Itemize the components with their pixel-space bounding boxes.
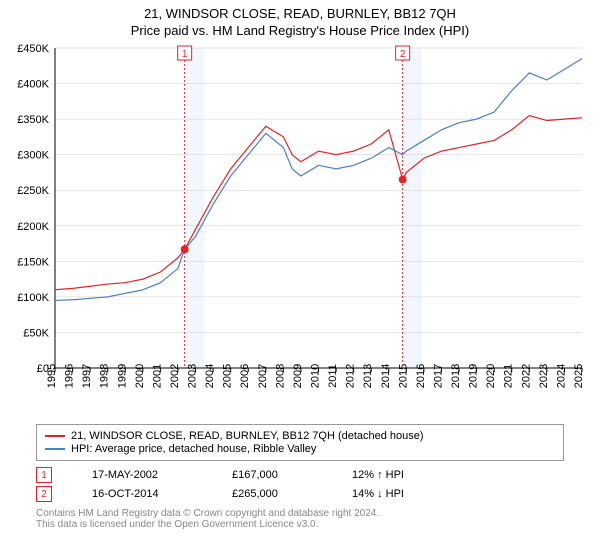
svg-text:2003: 2003 — [187, 364, 199, 388]
marker-date-1: 17-MAY-2002 — [92, 469, 192, 481]
svg-text:2022: 2022 — [520, 364, 532, 388]
svg-text:2021: 2021 — [503, 364, 515, 388]
footer-attribution: Contains HM Land Registry data © Crown c… — [36, 508, 564, 530]
svg-text:2008: 2008 — [274, 364, 286, 388]
svg-text:2000: 2000 — [134, 364, 146, 388]
svg-text:2018: 2018 — [450, 364, 462, 388]
svg-text:1995: 1995 — [46, 364, 58, 388]
svg-text:2024: 2024 — [555, 364, 567, 388]
svg-text:2007: 2007 — [257, 364, 269, 388]
svg-text:2023: 2023 — [538, 364, 550, 388]
chart-title-block: 21, WINDSOR CLOSE, READ, BURNLEY, BB12 7… — [0, 0, 600, 38]
title-line-2: Price paid vs. HM Land Registry's House … — [0, 23, 600, 38]
marker-delta-2: 14% ↓ HPI — [352, 488, 442, 500]
chart-area: £0£50K£100K£150K£200K£250K£300K£350K£400… — [0, 38, 600, 418]
svg-text:1998: 1998 — [99, 364, 111, 388]
legend: 21, WINDSOR CLOSE, READ, BURNLEY, BB12 7… — [36, 424, 564, 461]
svg-text:2014: 2014 — [380, 364, 392, 388]
legend-label-subject: 21, WINDSOR CLOSE, READ, BURNLEY, BB12 7… — [71, 430, 424, 442]
marker-date-2: 16-OCT-2014 — [92, 488, 192, 500]
legend-item-hpi: HPI: Average price, detached house, Ribb… — [45, 443, 555, 455]
svg-text:2006: 2006 — [239, 364, 251, 388]
svg-text:2019: 2019 — [468, 364, 480, 388]
footer-line-1: Contains HM Land Registry data © Crown c… — [36, 508, 564, 519]
svg-text:1: 1 — [182, 49, 188, 60]
legend-item-subject: 21, WINDSOR CLOSE, READ, BURNLEY, BB12 7… — [45, 430, 555, 442]
svg-text:2012: 2012 — [345, 364, 357, 388]
svg-text:2010: 2010 — [310, 364, 322, 388]
svg-text:2015: 2015 — [397, 364, 409, 388]
title-line-1: 21, WINDSOR CLOSE, READ, BURNLEY, BB12 7… — [0, 6, 600, 21]
footer-line-2: This data is licensed under the Open Gov… — [36, 519, 564, 530]
marker-delta-1: 12% ↑ HPI — [352, 469, 442, 481]
marker-price-2: £265,000 — [232, 488, 312, 500]
legend-label-hpi: HPI: Average price, detached house, Ribb… — [71, 443, 316, 455]
svg-text:£250K: £250K — [17, 185, 49, 197]
svg-text:1997: 1997 — [81, 364, 93, 388]
svg-text:£150K: £150K — [17, 256, 49, 268]
svg-text:2009: 2009 — [292, 364, 304, 388]
svg-text:2020: 2020 — [485, 364, 497, 388]
marker-row-2: 2 16-OCT-2014 £265,000 14% ↓ HPI — [36, 486, 564, 502]
svg-text:2001: 2001 — [151, 364, 163, 388]
svg-text:£300K: £300K — [17, 150, 49, 162]
svg-text:1999: 1999 — [116, 364, 128, 388]
marker-price-1: £167,000 — [232, 469, 312, 481]
svg-text:2004: 2004 — [204, 364, 216, 388]
svg-text:£200K: £200K — [17, 221, 49, 233]
sale-markers-table: 1 17-MAY-2002 £167,000 12% ↑ HPI 2 16-OC… — [36, 467, 564, 502]
svg-text:2005: 2005 — [222, 364, 234, 388]
svg-text:2017: 2017 — [432, 364, 444, 388]
marker-row-1: 1 17-MAY-2002 £167,000 12% ↑ HPI — [36, 467, 564, 483]
svg-text:£450K: £450K — [17, 43, 49, 55]
svg-text:2013: 2013 — [362, 364, 374, 388]
marker-badge-2: 2 — [36, 486, 52, 502]
svg-text:£400K: £400K — [17, 79, 49, 91]
svg-text:2025: 2025 — [573, 364, 585, 388]
svg-text:£350K: £350K — [17, 114, 49, 126]
svg-text:2016: 2016 — [415, 364, 427, 388]
marker-badge-1: 1 — [36, 467, 52, 483]
legend-swatch-hpi — [45, 448, 65, 450]
svg-text:1996: 1996 — [64, 364, 76, 388]
svg-text:£50K: £50K — [23, 327, 49, 339]
svg-text:2: 2 — [400, 49, 406, 60]
svg-text:£100K: £100K — [17, 292, 49, 304]
line-chart-svg: £0£50K£100K£150K£200K£250K£300K£350K£400… — [0, 38, 600, 418]
legend-swatch-subject — [45, 435, 65, 437]
svg-text:2002: 2002 — [169, 364, 181, 388]
